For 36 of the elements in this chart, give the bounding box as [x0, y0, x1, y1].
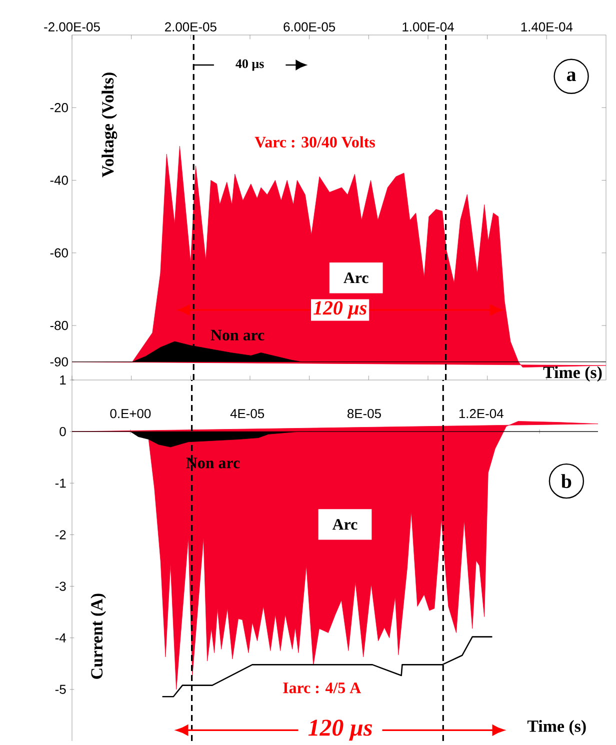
y-axis-title: Voltage (Volts): [102, 72, 118, 178]
y-tick-label: -4: [55, 633, 66, 642]
y-tick-label: 0: [60, 426, 66, 436]
x-axis-title: Time (s): [527, 720, 586, 736]
x-tick-label: 1.2E-04: [459, 409, 504, 418]
annotation: Iarc : 4/5 A: [283, 682, 361, 694]
x-tick-label: 2.00E-05: [165, 22, 216, 32]
annotation: Non arc: [210, 330, 264, 340]
x-tick-label: 4E-05: [230, 409, 264, 418]
y-tick-label: -60: [50, 248, 68, 258]
y-tick-label: -90: [50, 357, 68, 366]
y-tick-label: -80: [50, 320, 68, 330]
x-tick-label: 0.E+00: [110, 409, 151, 418]
annotation: b: [561, 474, 572, 488]
annotation: 40 µs: [236, 59, 264, 71]
y-tick-label: -20: [50, 103, 68, 112]
annotation: Varc : 30/40 Volts: [254, 136, 375, 148]
y-tick-label: -2: [55, 530, 66, 540]
annotation: Non arc: [186, 458, 240, 468]
annotation: 120 µs: [308, 720, 372, 741]
x-tick-label: 1.40E-04: [521, 22, 573, 32]
x-tick-label: 1.00E-04: [402, 22, 454, 32]
x-tick-label: 6.00E-05: [284, 22, 336, 32]
annotation: 120 µs: [313, 301, 367, 319]
annotation: Arc: [344, 272, 368, 284]
y-tick-label: -5: [55, 684, 66, 694]
annotation: a: [566, 72, 576, 82]
y-tick-label: -40: [50, 176, 68, 185]
y-tick-label: -1: [55, 478, 66, 488]
x-axis-title: Time (s): [543, 366, 602, 382]
y-tick-label: -3: [55, 582, 66, 591]
annotation: Arc: [332, 519, 358, 530]
y-axis-title: Current (A): [90, 594, 106, 679]
x-tick-label: -2.00E-05: [44, 22, 100, 32]
x-tick-label: 8E-05: [348, 409, 381, 418]
y-tick-label: 1: [60, 376, 66, 384]
